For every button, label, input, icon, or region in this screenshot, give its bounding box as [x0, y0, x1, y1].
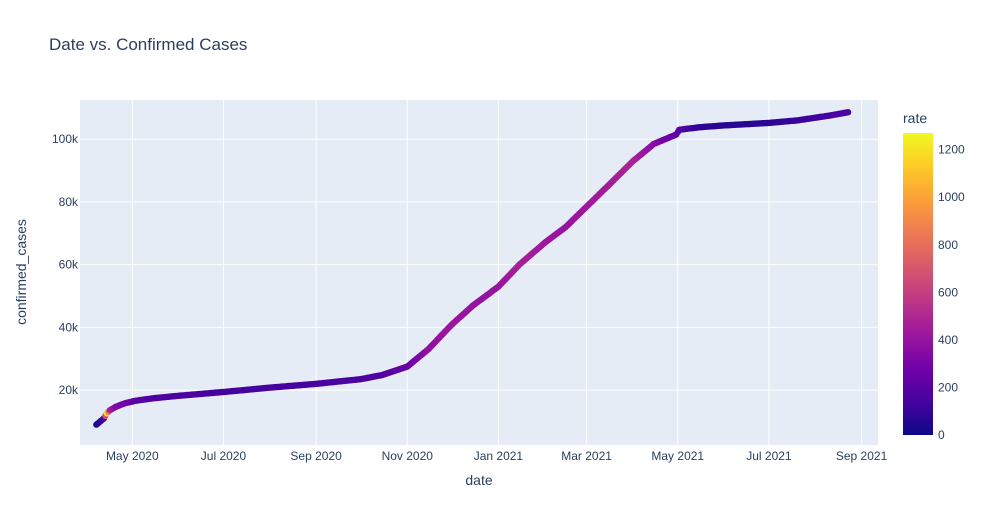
x-axis-ticks: May 2020 Jul 2020 Sep 2020 Nov 2020 Jan 2021…: [106, 449, 888, 463]
x-tick-label: Jan 2021: [474, 449, 524, 463]
x-tick-label: Jul 2021: [746, 449, 792, 463]
colorbar-tick-label: 1000: [938, 190, 965, 204]
plot-area[interactable]: [80, 100, 878, 445]
grid-lines: [80, 100, 878, 445]
y-axis-label: confirmed_cases: [13, 219, 29, 325]
x-tick-label: May 2020: [106, 449, 159, 463]
colorbar-tick-label: 400: [938, 333, 958, 347]
colorbar-tick-label: 0: [938, 428, 945, 442]
y-tick-label: 60k: [59, 258, 79, 272]
y-tick-label: 100k: [52, 132, 79, 146]
x-tick-label: Sep 2021: [836, 449, 888, 463]
data-point: [844, 109, 852, 116]
x-tick-label: May 2021: [651, 449, 704, 463]
x-tick-label: Sep 2020: [290, 449, 342, 463]
y-tick-label: 40k: [59, 320, 79, 334]
colorbar-tick-label: 1200: [938, 143, 965, 157]
x-tick-label: Mar 2021: [561, 449, 612, 463]
scatter-markers: [93, 109, 852, 428]
colorbar-ticks: 0 200 400 600 800 1000 1200: [938, 143, 965, 442]
x-tick-label: Nov 2020: [382, 449, 434, 463]
colorbar-tick-label: 600: [938, 285, 958, 299]
colorbar[interactable]: [903, 133, 933, 435]
y-tick-label: 80k: [59, 195, 79, 209]
chart-title: Date vs. Confirmed Cases: [49, 35, 247, 54]
colorbar-title: rate: [903, 110, 927, 126]
colorbar-tick-label: 800: [938, 238, 958, 252]
x-tick-label: Jul 2020: [201, 449, 247, 463]
x-axis-label: date: [465, 472, 492, 488]
colorbar-tick-label: 200: [938, 380, 958, 394]
y-tick-label: 20k: [59, 383, 79, 397]
y-axis-ticks: 20k 40k 60k 80k 100k: [52, 132, 79, 397]
